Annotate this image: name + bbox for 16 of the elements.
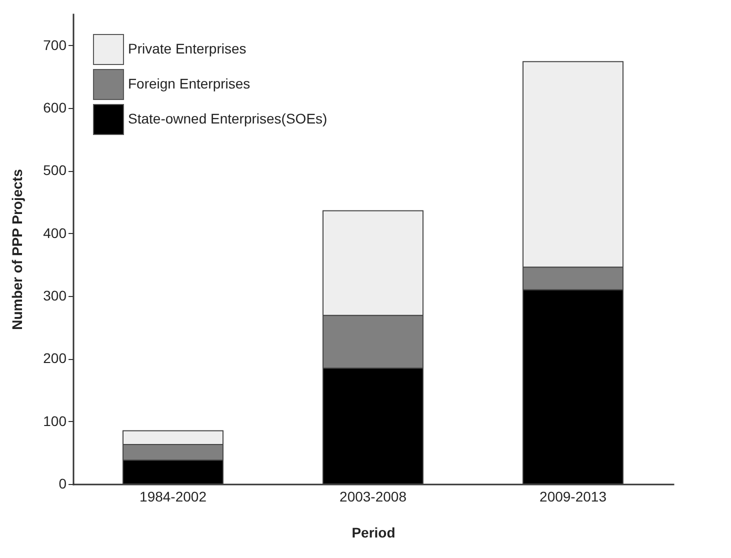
x-axis-title: Period [352,524,396,540]
legend-label: State-owned Enterprises(SOEs) [128,110,328,126]
x-tick-label: 1984-2002 [140,488,207,504]
y-tick-label: 500 [43,162,67,178]
legend-label: Foreign Enterprises [128,76,250,92]
y-tick-label: 0 [58,476,67,492]
x-tick-label: 2009-2013 [540,488,607,504]
y-tick-label: 700 [43,36,67,53]
y-tick-label: 600 [43,100,67,116]
y-tick-label: 100 [43,412,67,429]
y-tick-label: 400 [43,224,67,241]
x-tick-label: 2003-2008 [340,488,407,504]
y-tick-label: 200 [43,350,67,366]
y-tick-label: 300 [43,288,67,304]
y-axis-title: Number of PPP Projects [9,168,26,330]
legend-label: Private Enterprises [128,40,246,56]
